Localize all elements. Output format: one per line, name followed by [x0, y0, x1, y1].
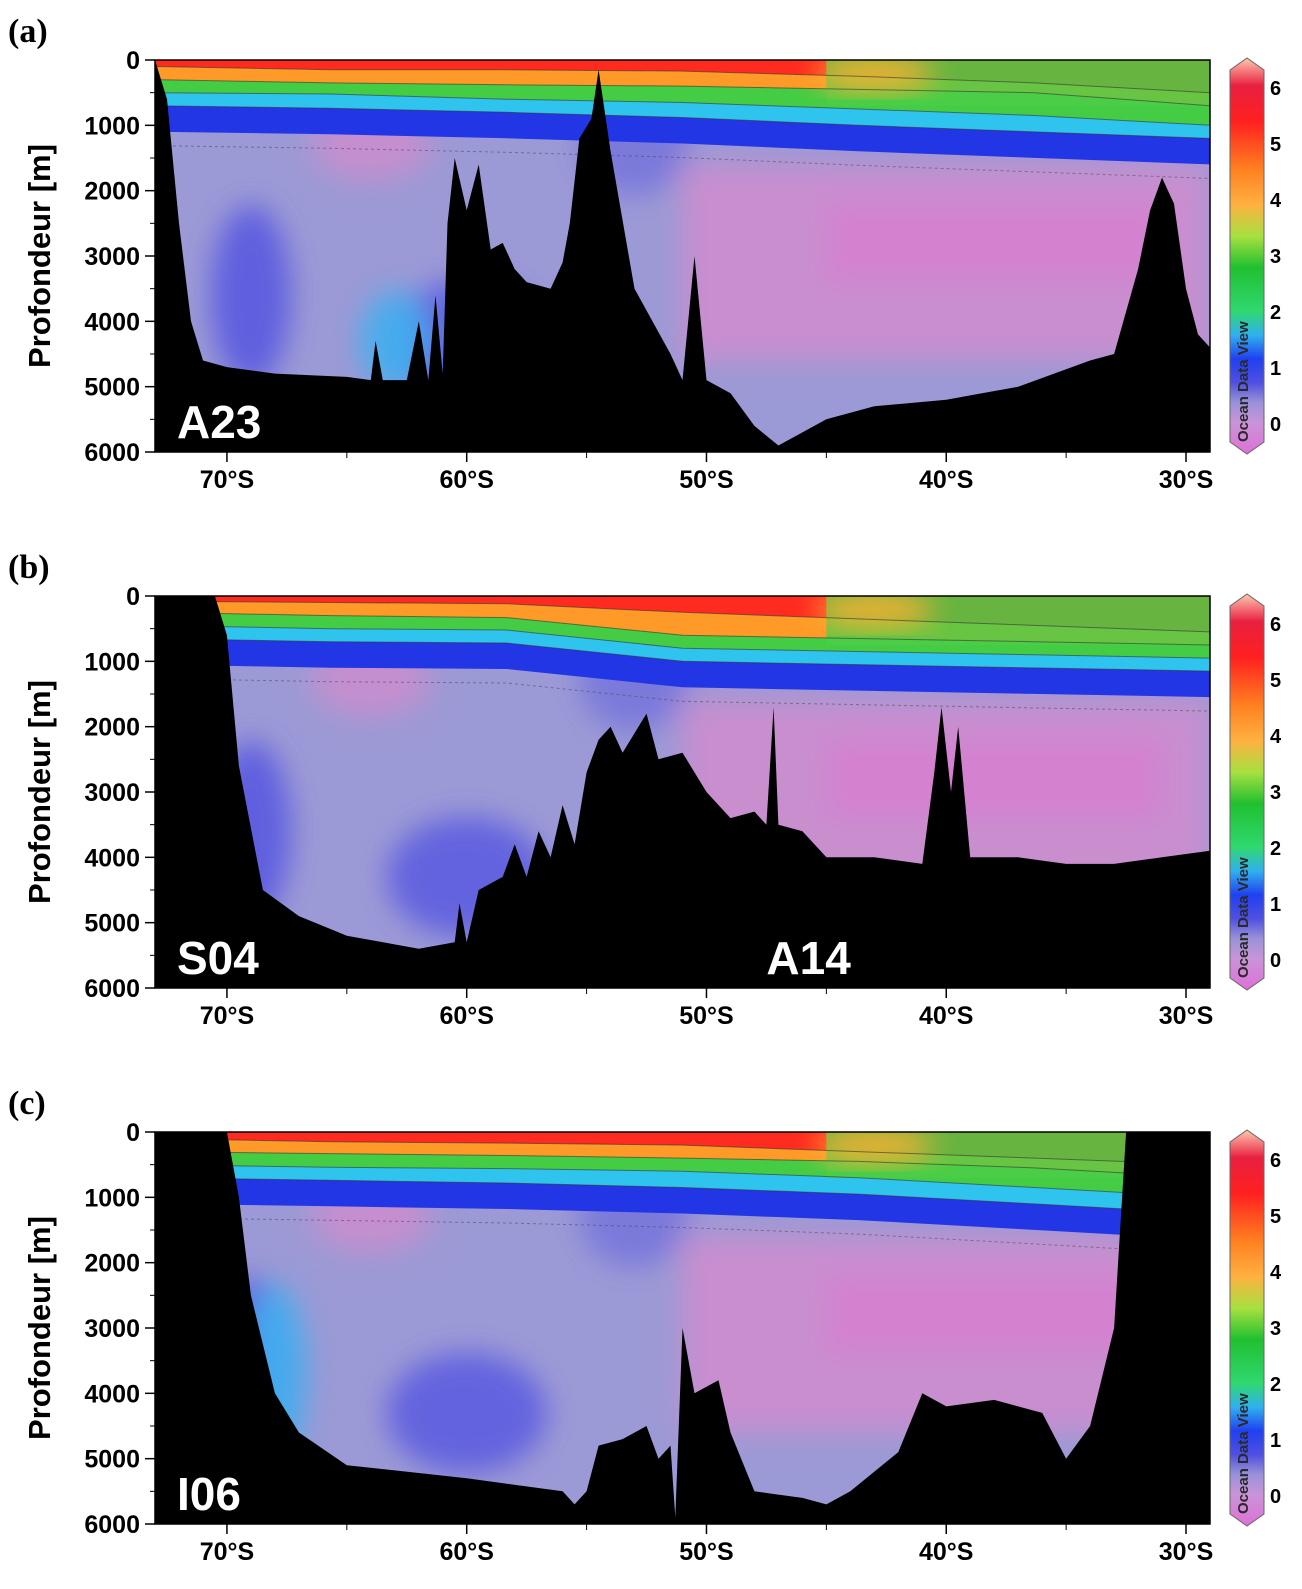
watermark: Ocean Data View	[1235, 321, 1252, 442]
section-field	[155, 1132, 1210, 1524]
x-tick-label: 60°S	[439, 466, 493, 494]
colorbar: 0 1 2 3 4 5 6 Ocean Data View	[1229, 57, 1282, 455]
colorbar-tick-label: 4	[1270, 1262, 1282, 1284]
panel-letter: (b)	[8, 549, 50, 586]
x-tick-label: 40°S	[919, 1002, 973, 1030]
colorbar-tick-label: 6	[1270, 1150, 1281, 1172]
colorbar-tick-label: 4	[1270, 726, 1282, 748]
x-tick-label: 70°S	[200, 466, 254, 494]
colorbar-tick-label: 2	[1270, 1374, 1281, 1396]
section-field	[155, 60, 1210, 452]
colorbar-tick-label: 5	[1270, 670, 1281, 692]
y-tick-label: 4000	[84, 1380, 140, 1408]
colorbar-tick-label: 5	[1270, 134, 1281, 156]
section-label: S04	[177, 932, 259, 984]
y-tick-label: 0	[126, 1119, 140, 1147]
x-tick-label: 50°S	[679, 1002, 733, 1030]
y-tick-label: 2000	[84, 714, 140, 742]
panel-letter: (c)	[8, 1085, 46, 1122]
thermocline-band-3	[155, 92, 1210, 139]
y-tick-label: 3000	[84, 243, 140, 271]
thermocline-band-3	[155, 625, 1210, 672]
colorbar-tick-label: 0	[1270, 414, 1281, 436]
colorbar-tick-label: 0	[1270, 1486, 1281, 1508]
x-tick-label: 30°S	[1159, 1538, 1213, 1566]
panel-a23: 0 1000 2000 3000 4000 5000 6000 70°S 60°S 50°S 40°…	[8, 13, 1282, 494]
panel-letter: (a)	[8, 13, 48, 50]
bathymetry	[155, 1132, 1210, 1524]
y-tick-label: 6000	[84, 439, 140, 467]
watermark: Ocean Data View	[1235, 1393, 1252, 1514]
watermark: Ocean Data View	[1235, 857, 1252, 978]
x-tick-label: 50°S	[679, 1538, 733, 1566]
y-tick-label: 0	[126, 47, 140, 75]
colorbar-tick-label: 6	[1270, 614, 1281, 636]
colorbar: 0 1 2 3 4 5 6 Ocean Data View	[1229, 593, 1282, 991]
colorbar-tick-label: 3	[1270, 246, 1281, 268]
contour-lines	[155, 66, 1210, 179]
y-tick-label: 5000	[84, 1446, 140, 1474]
colorbar-tick-label: 2	[1270, 302, 1281, 324]
contour-lines	[155, 1138, 1210, 1255]
colorbar-tick-label: 6	[1270, 78, 1281, 100]
colorbar-tick-label: 3	[1270, 1318, 1281, 1340]
colorbar-tick-label: 3	[1270, 782, 1281, 804]
y-tick-label: 0	[126, 583, 140, 611]
y-tick-label: 2000	[84, 178, 140, 206]
x-tick-label: 40°S	[919, 466, 973, 494]
colorbar-tick-label: 2	[1270, 838, 1281, 860]
section-label: A23	[177, 396, 261, 448]
intermediate-water-band	[155, 1177, 1210, 1240]
x-tick-label: 50°S	[679, 466, 733, 494]
y-tick-label: 1000	[84, 1184, 140, 1212]
colorbar-tick-label: 4	[1270, 190, 1282, 212]
y-axis-label: Profondeur [m]	[22, 680, 57, 904]
section-field	[155, 596, 1210, 988]
panel-s04: 0 1000 2000 3000 4000 5000 6000 70°S 60°S 50°S 40°…	[8, 549, 1282, 1030]
thermocline-band-3	[155, 1164, 1210, 1214]
y-axis-label: Profondeur [m]	[22, 1216, 57, 1440]
x-tick-label: 60°S	[439, 1538, 493, 1566]
y-tick-label: 6000	[84, 975, 140, 1003]
contour-lines	[155, 600, 1210, 712]
y-tick-label: 3000	[84, 1315, 140, 1343]
x-tick-label: 70°S	[200, 1002, 254, 1030]
y-tick-label: 4000	[84, 308, 140, 336]
bathymetry	[155, 60, 1210, 452]
y-tick-label: 5000	[84, 374, 140, 402]
colorbar-tick-label: 1	[1270, 894, 1281, 916]
thermocline-band-2	[155, 1151, 1210, 1198]
intermediate-water-band	[155, 638, 1210, 698]
y-tick-label: 4000	[84, 844, 140, 872]
x-tick-label: 30°S	[1159, 1002, 1213, 1030]
colorbar-tick-label: 0	[1270, 950, 1281, 972]
y-tick-label: 1000	[84, 112, 140, 140]
y-tick-label: 6000	[84, 1511, 140, 1539]
x-tick-label: 60°S	[439, 1002, 493, 1030]
y-axis-label: Profondeur [m]	[22, 144, 57, 368]
x-tick-label: 70°S	[200, 1538, 254, 1566]
y-tick-label: 1000	[84, 648, 140, 676]
y-tick-label: 5000	[84, 910, 140, 938]
thermocline-band-2	[155, 612, 1210, 659]
colorbar-tick-label: 1	[1270, 358, 1281, 380]
section-label: I06	[177, 1468, 241, 1520]
colorbar-tick-label: 1	[1270, 1430, 1281, 1452]
x-tick-label: 30°S	[1159, 466, 1213, 494]
colorbar-tick-label: 5	[1270, 1206, 1281, 1228]
y-tick-label: 3000	[84, 779, 140, 807]
y-tick-label: 2000	[84, 1250, 140, 1278]
bathymetry	[155, 596, 1210, 988]
section-label-secondary: A14	[766, 932, 851, 984]
colorbar: 0 1 2 3 4 5 6 Ocean Data View	[1229, 1129, 1282, 1527]
x-tick-label: 40°S	[919, 1538, 973, 1566]
intermediate-water-band	[155, 105, 1210, 165]
panel-i06: 0 1000 2000 3000 4000 5000 6000 70°S 60°S 50°S 40°…	[8, 1085, 1282, 1566]
